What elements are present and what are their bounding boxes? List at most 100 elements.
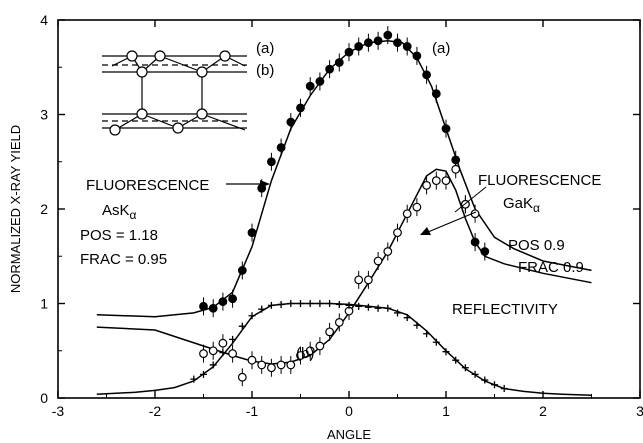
as-data-point xyxy=(402,42,412,51)
plot-frame xyxy=(57,19,641,399)
inset-atom xyxy=(126,50,138,62)
reflectivity-point xyxy=(277,300,285,308)
inset-bond xyxy=(159,55,203,73)
ga-element-label: GaKα xyxy=(503,195,540,215)
as-data-point xyxy=(247,228,257,238)
ga-data-point xyxy=(228,349,238,358)
as-frac-label: FRAC = 0.95 xyxy=(80,251,167,268)
as-data-point xyxy=(267,157,276,167)
curve-label-b: (b) xyxy=(296,345,314,362)
inset-bond xyxy=(141,113,179,129)
reflectivity-point xyxy=(394,309,401,317)
as-data-point xyxy=(354,42,364,51)
y-tick-label: 4 xyxy=(40,12,48,28)
inset-atom xyxy=(219,50,231,62)
ga-data-point xyxy=(296,351,305,360)
reflectivity-point xyxy=(423,330,431,338)
x-tick-label: -1 xyxy=(246,403,259,419)
ga-data-point xyxy=(422,180,432,190)
reflectivity-point xyxy=(500,385,508,393)
reflectivity-point xyxy=(452,356,460,364)
inset-label-b: (b) xyxy=(256,62,274,79)
as-data-point xyxy=(373,36,383,46)
as-data-point xyxy=(305,81,315,91)
as-data-point xyxy=(470,237,480,247)
as-data-point xyxy=(412,51,422,61)
inset-atom xyxy=(109,124,121,136)
inset-bond xyxy=(201,113,246,131)
reflectivity-point xyxy=(306,300,314,307)
axis-ticks: -3 -2 -1 0 1 2 3 0 1 2 3 4 xyxy=(40,12,643,419)
ga-data-point xyxy=(315,341,325,351)
x-tick-label: 1 xyxy=(442,403,450,419)
reflectivity-point xyxy=(364,303,372,311)
ga-data-point xyxy=(257,360,267,370)
reflectivity-point xyxy=(355,302,363,310)
reflectivity-point xyxy=(335,300,343,308)
as-data-point xyxy=(344,47,354,57)
reflectivity-point xyxy=(461,364,469,372)
reflectivity-point xyxy=(248,312,256,320)
as-data-point xyxy=(431,89,441,99)
ga-data-point xyxy=(325,327,335,337)
reflectivity-point xyxy=(267,301,275,309)
reflectivity-point xyxy=(481,376,489,384)
as-data-point xyxy=(286,117,296,127)
ga-data-point xyxy=(412,202,422,212)
reflectivity-point xyxy=(190,375,198,383)
fit-curves xyxy=(96,40,592,396)
reflectivity-point xyxy=(229,335,237,343)
reflectivity-point xyxy=(471,370,479,378)
x-axis-label: ANGLE xyxy=(327,427,371,442)
ga-arrowhead xyxy=(420,227,431,235)
y-tick-label: 3 xyxy=(40,107,48,123)
reflectivity-point xyxy=(297,300,304,307)
reflectivity-point xyxy=(219,349,227,357)
as-arrowhead xyxy=(260,180,270,188)
inset-atom xyxy=(136,108,148,120)
ga-data-point xyxy=(402,209,412,219)
as-data-point xyxy=(276,143,286,152)
reflectivity-label: REFLECTIVITY xyxy=(452,301,558,318)
ga-pointer-line xyxy=(454,186,487,213)
ga-data-point xyxy=(383,247,393,256)
as-data-point xyxy=(422,70,432,80)
as-element-subscript: α xyxy=(130,208,137,222)
as-data-point xyxy=(441,124,451,134)
reflectivity-point xyxy=(403,314,411,322)
ga-data-point xyxy=(364,275,373,285)
ga-fluorescence-label: FLUORESCENCE xyxy=(478,172,601,189)
ga-element-subscript: α xyxy=(533,201,540,215)
as-fluorescence-label: FLUORESCENCE xyxy=(86,177,209,194)
as-data-point xyxy=(480,247,490,256)
as-data-point xyxy=(315,77,325,86)
ga-frac-label: FRAC 0.9 xyxy=(518,259,584,276)
ga-data-point xyxy=(451,164,461,174)
as-data-point xyxy=(199,301,208,311)
inset-atom xyxy=(136,66,148,78)
as-data-point xyxy=(296,103,305,113)
x-tick-label: 3 xyxy=(636,403,643,419)
x-tick-label: -3 xyxy=(52,403,65,419)
ga-data-point xyxy=(305,346,315,356)
x-tick-label: -2 xyxy=(149,403,162,419)
reflectivity-point xyxy=(200,370,207,378)
reflectivity-point xyxy=(316,300,324,307)
ga-data-point xyxy=(199,349,208,358)
as-element-label: AsKα xyxy=(102,202,137,222)
reflectivity-point xyxy=(413,321,421,329)
ga-data-point xyxy=(208,346,218,356)
y-tick-label: 2 xyxy=(40,201,48,217)
ga-data-point xyxy=(334,318,344,327)
reflectivity-point xyxy=(432,338,440,346)
ga-data-point xyxy=(218,338,228,348)
ga-data-point xyxy=(431,176,441,186)
reflectivity-point xyxy=(238,322,246,330)
ga-data-point xyxy=(267,363,276,373)
ga-arrow-line xyxy=(427,211,477,233)
reflectivity-point xyxy=(287,300,295,307)
inset-atom xyxy=(154,50,166,62)
reflectivity-point xyxy=(442,348,450,356)
curve-label-a: (a) xyxy=(432,40,450,57)
